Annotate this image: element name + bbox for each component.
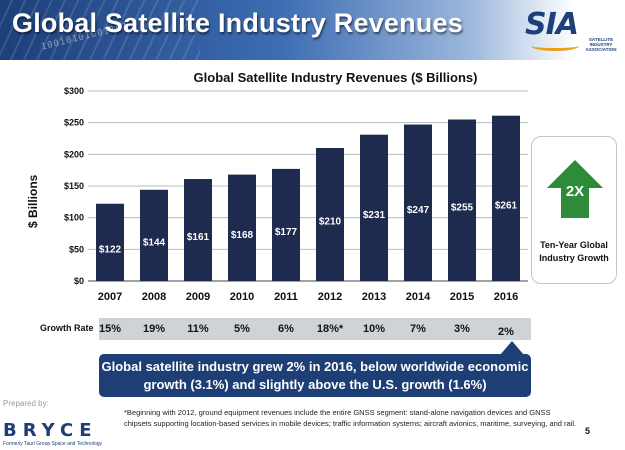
bar <box>492 115 520 281</box>
data-label: $177 <box>275 227 298 238</box>
growth-rate-value: 3% <box>454 323 470 335</box>
bryce-logo: BRYCE <box>3 420 98 441</box>
x-tick-label: 2012 <box>318 291 342 303</box>
callout-box <box>99 354 531 397</box>
growth-rate-value: 5% <box>234 323 250 335</box>
growth-rate-value: 2% <box>498 326 514 338</box>
bar <box>228 174 256 281</box>
data-label: $144 <box>143 237 166 248</box>
data-label: $231 <box>363 210 386 221</box>
data-label: $168 <box>231 230 254 241</box>
logo-swoosh <box>531 41 579 51</box>
growth-rate-value: 11% <box>187 323 209 335</box>
y-tick-label: $150 <box>64 181 84 191</box>
logo-subtitle: SATELLITE INDUSTRY ASSOCIATION <box>585 37 617 52</box>
growth-rate-value: 18%* <box>316 323 344 335</box>
bar <box>140 189 168 281</box>
bar <box>448 119 476 281</box>
x-tick-label: 2008 <box>142 291 166 303</box>
bar-chart: $0 $50 $100 $150 $200 $250 $300 $122 2007 $144 200… <box>64 86 528 303</box>
x-tick-label: 2009 <box>186 291 210 303</box>
bar <box>184 179 212 281</box>
callout-pointer <box>500 341 524 355</box>
y-tick-label: $250 <box>64 118 84 128</box>
data-label: $261 <box>495 200 518 211</box>
growth-rate-value: 7% <box>410 323 426 335</box>
prepared-by-label: Prepared by: <box>3 399 49 408</box>
growth-rate-band <box>99 318 531 340</box>
page-title: Global Satellite Industry Revenues <box>12 8 463 38</box>
y-tick-label: $0 <box>74 276 84 286</box>
bar <box>96 203 124 281</box>
growth-rate-value: 6% <box>278 323 294 335</box>
logo-text: SIA <box>525 7 579 42</box>
x-tick-label: 2015 <box>450 291 474 303</box>
data-label: $122 <box>99 244 122 255</box>
chart-title: Global Satellite Industry Revenues ($ Bi… <box>193 70 478 85</box>
page-number: 5 <box>585 426 591 436</box>
growth-rate-value: 15% <box>98 323 122 335</box>
footnote: *Beginning with 2012, ground equipment r… <box>124 408 577 428</box>
x-tick-label: 2014 <box>406 291 431 303</box>
header-banner: 10010101001101 Global Satellite Industry… <box>0 0 625 60</box>
x-tick-label: 2016 <box>494 291 518 303</box>
data-label: $210 <box>319 217 342 228</box>
y-tick-label: $200 <box>64 149 84 159</box>
bryce-subtitle: Formerly Tauri Group Space and Technolog… <box>3 441 103 447</box>
bar <box>360 134 388 281</box>
data-label: $255 <box>451 202 474 213</box>
growth-rate-value: 10% <box>362 323 386 335</box>
callout-text: Global satellite industry grew 2% in 201… <box>101 359 529 392</box>
sia-logo: SIA SATELLITE INDUSTRY ASSOCIATION <box>525 3 621 59</box>
growth-rate-value: 19% <box>142 323 166 335</box>
x-tick-label: 2013 <box>362 291 386 303</box>
x-tick-label: 2011 <box>274 291 298 303</box>
bar <box>316 148 344 281</box>
data-label: $161 <box>187 232 210 243</box>
x-tick-label: 2007 <box>98 291 122 303</box>
up-arrow-icon <box>547 160 603 218</box>
growth-multiplier: 2X <box>565 183 585 200</box>
header-decoration <box>0 0 200 60</box>
growth-rate-label: Growth Rate <box>40 323 94 333</box>
bar <box>272 168 300 281</box>
y-tick-label: $300 <box>64 86 84 96</box>
bar <box>404 124 432 281</box>
growth-caption: Ten-Year Global Industry Growth <box>539 240 609 263</box>
x-tick-label: 2010 <box>230 291 254 303</box>
y-tick-label: $100 <box>64 213 84 223</box>
y-tick-label: $50 <box>69 244 84 254</box>
data-label: $247 <box>407 205 430 216</box>
